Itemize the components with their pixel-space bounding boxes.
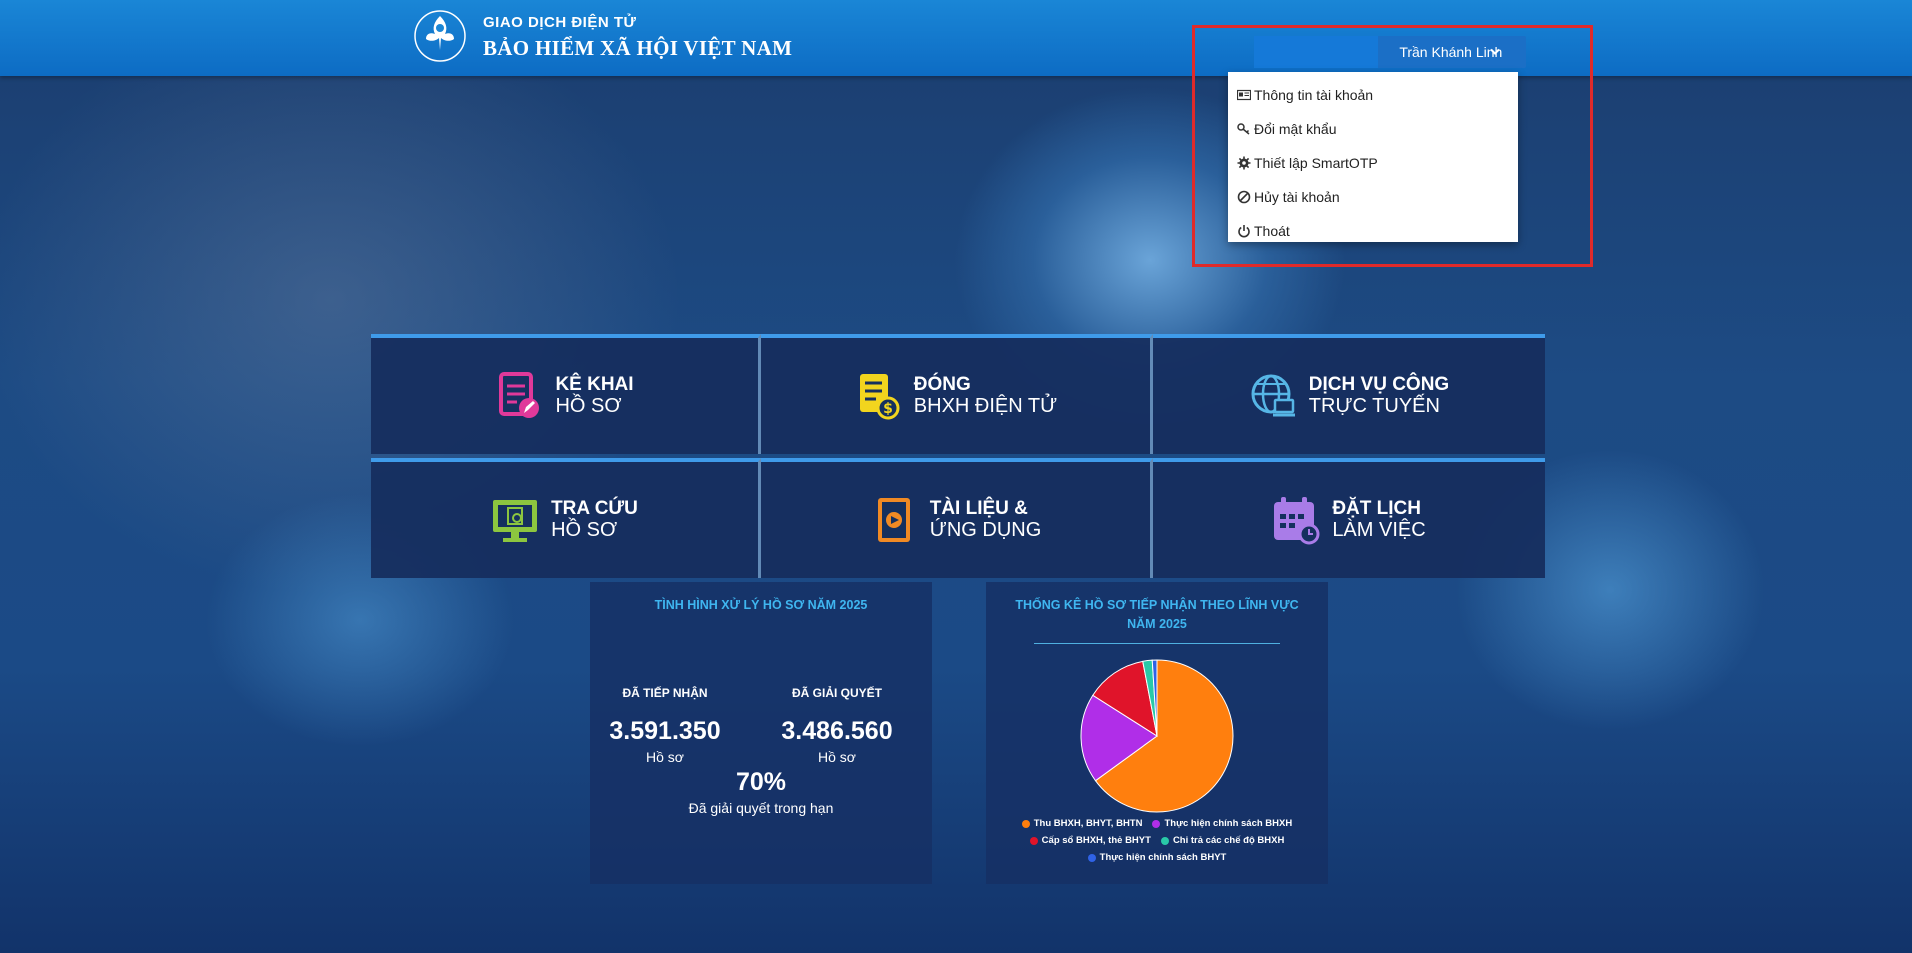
user-bar-blank xyxy=(1254,36,1378,68)
tile-tai-lieu-ung-dung[interactable]: TÀI LIỆU & ỨNG DỤNG xyxy=(761,458,1153,578)
tile-title: TÀI LIỆU & xyxy=(929,497,1028,519)
resolved-value: 3.486.560 xyxy=(781,717,893,745)
chevron-down-icon[interactable] xyxy=(1490,48,1500,56)
legend-label: Thực hiện chính sách BHYT xyxy=(1099,852,1227,863)
legend-label: Chi trả các chế độ BHXH xyxy=(1172,835,1285,846)
menu-item-cancel-account[interactable]: Hủy tài khoản xyxy=(1228,180,1518,214)
legend-dot xyxy=(1160,836,1169,845)
tile-title: KÊ KHAI xyxy=(555,373,634,395)
legend-item[interactable]: Thu BHXH, BHYT, BHTN xyxy=(1021,818,1143,829)
legend-label: Cấp sổ BHXH, thẻ BHYT xyxy=(1041,835,1151,846)
user-dropdown-menu: Thông tin tài khoản Đổi mật khẩu Thiết l… xyxy=(1228,72,1518,242)
received-unit: Hồ sơ xyxy=(646,749,684,765)
tile-ke-khai-ho-so[interactable]: KÊ KHAI HỒ SƠ xyxy=(371,334,761,454)
menu-item-smartotp[interactable]: Thiết lập SmartOTP xyxy=(1228,146,1518,180)
resolved-unit: Hồ sơ xyxy=(818,749,856,765)
brand-title[interactable]: BẢO HIỂM XÃ HỘI VIỆT NAM xyxy=(483,36,793,60)
menu-item-change-password[interactable]: Đổi mật khẩu xyxy=(1228,112,1518,146)
legend-label: Thực hiện chính sách BHXH xyxy=(1164,818,1293,829)
bhxh-logo-icon[interactable] xyxy=(412,6,468,66)
tile-dong-bhxh[interactable]: $ ĐÓNG BHXH ĐIỆN TỬ xyxy=(761,334,1153,454)
tile-subtitle: HỒ SƠ xyxy=(555,395,622,418)
menu-item-label: Thoát xyxy=(1254,223,1290,239)
legend-dot xyxy=(1029,836,1038,845)
legend-dot xyxy=(1021,819,1030,828)
power-icon xyxy=(1238,225,1250,238)
book-play-icon xyxy=(877,498,910,542)
id-card-icon xyxy=(1237,89,1251,101)
legend-item[interactable]: Thực hiện chính sách BHXH xyxy=(1152,818,1292,829)
legend-item[interactable]: Chi trả các chế độ BHXH xyxy=(1160,835,1285,846)
monitor-search-icon xyxy=(493,500,538,542)
field-stats-panel: THỐNG KÊ HỒ SƠ TIẾP NHẬN THEO LĨNH VỰC N… xyxy=(986,582,1328,884)
tile-title: ĐẶT LỊCH xyxy=(1332,497,1421,519)
user-menu-toggle[interactable]: Trần Khánh Linh xyxy=(1254,36,1526,68)
tile-subtitle: BHXH ĐIỆN TỬ xyxy=(913,395,1058,418)
ban-icon xyxy=(1237,190,1251,204)
legend-label: Thu BHXH, BHYT, BHTN xyxy=(1033,818,1143,829)
chart-title-line2: NĂM 2025 xyxy=(1127,617,1187,631)
menu-item-logout[interactable]: Thoát xyxy=(1228,214,1518,248)
tile-title: TRA CỨU xyxy=(551,497,638,519)
tile-title: ĐÓNG xyxy=(913,373,971,395)
tile-title: DỊCH VỤ CÔNG xyxy=(1308,373,1450,395)
legend-dot xyxy=(1087,853,1096,862)
tile-subtitle: HỒ SƠ xyxy=(551,519,618,542)
pie-chart xyxy=(1080,659,1234,813)
top-header: GIAO DỊCH ĐIỆN TỬ BẢO HIỂM XÃ HỘI VIỆT N… xyxy=(0,0,1912,76)
chart-title-line1: THỐNG KÊ HỒ SƠ TIẾP NHẬN THEO LĨNH VỰC xyxy=(1015,598,1299,612)
menu-item-account-info[interactable]: Thông tin tài khoản xyxy=(1228,78,1518,112)
ontime-percentage: 70% xyxy=(735,768,787,796)
payment-document-icon: $ xyxy=(859,374,900,420)
pie-slice[interactable] xyxy=(1151,659,1158,737)
tile-subtitle: ỨNG DỤNG xyxy=(929,519,1042,542)
received-label: ĐÃ TIẾP NHẬN xyxy=(622,686,708,700)
menu-item-label: Hủy tài khoản xyxy=(1254,189,1340,205)
tile-dat-lich-lam-viec[interactable]: ĐẶT LỊCH LÀM VIỆC xyxy=(1153,458,1545,578)
gear-icon xyxy=(1237,156,1251,170)
tile-subtitle: TRỰC TUYẾN xyxy=(1308,395,1440,418)
brand-subtitle: GIAO DỊCH ĐIỆN TỬ xyxy=(483,14,637,31)
key-icon xyxy=(1237,123,1250,135)
highlight-box xyxy=(1192,25,1593,267)
resolved-label: ĐÃ GIẢI QUYẾT xyxy=(791,686,882,700)
stats-panel-title: TÌNH HÌNH XỬ LÝ HỒ SƠ NĂM 2025 xyxy=(654,598,868,612)
title-divider xyxy=(1034,643,1280,644)
tile-dich-vu-cong[interactable]: DỊCH VỤ CÔNG TRỰC TUYẾN xyxy=(1153,334,1545,454)
tile-tra-cuu-ho-so[interactable]: TRA CỨU HỒ SƠ xyxy=(371,458,761,578)
pie-slice[interactable] xyxy=(1092,660,1158,738)
menu-item-label: Đổi mật khẩu xyxy=(1254,121,1337,137)
pie-slice[interactable] xyxy=(1080,694,1158,782)
tile-subtitle: LÀM VIỆC xyxy=(1332,519,1426,542)
globe-icon xyxy=(1251,374,1295,417)
legend-dot xyxy=(1152,819,1161,828)
processing-stats-panel: TÌNH HÌNH XỬ LÝ HỒ SƠ NĂM 2025 ĐÃ TIẾP N… xyxy=(590,582,932,884)
service-tiles: KÊ KHAI HỒ SƠ $ ĐÓNG BHXH ĐIỆN TỬ DỊCH VỤ … xyxy=(371,334,1545,578)
pie-slice[interactable] xyxy=(1094,659,1234,813)
legend-item[interactable]: Thực hiện chính sách BHYT xyxy=(1087,852,1227,863)
menu-item-label: Thiết lập SmartOTP xyxy=(1254,155,1378,171)
calendar-icon xyxy=(1274,497,1320,545)
menu-item-label: Thông tin tài khoản xyxy=(1254,87,1374,103)
received-value: 3.591.350 xyxy=(609,717,721,745)
user-name[interactable]: Trần Khánh Linh xyxy=(1399,44,1503,60)
legend-item[interactable]: Cấp sổ BHXH, thẻ BHYT xyxy=(1029,835,1151,846)
ontime-label: Đã giải quyết trong hạn xyxy=(688,800,834,816)
svg-text:$: $ xyxy=(883,401,893,417)
chart-legend: Thu BHXH, BHYT, BHTN Thực hiện chính sách… xyxy=(986,818,1328,863)
document-edit-icon xyxy=(499,372,540,418)
